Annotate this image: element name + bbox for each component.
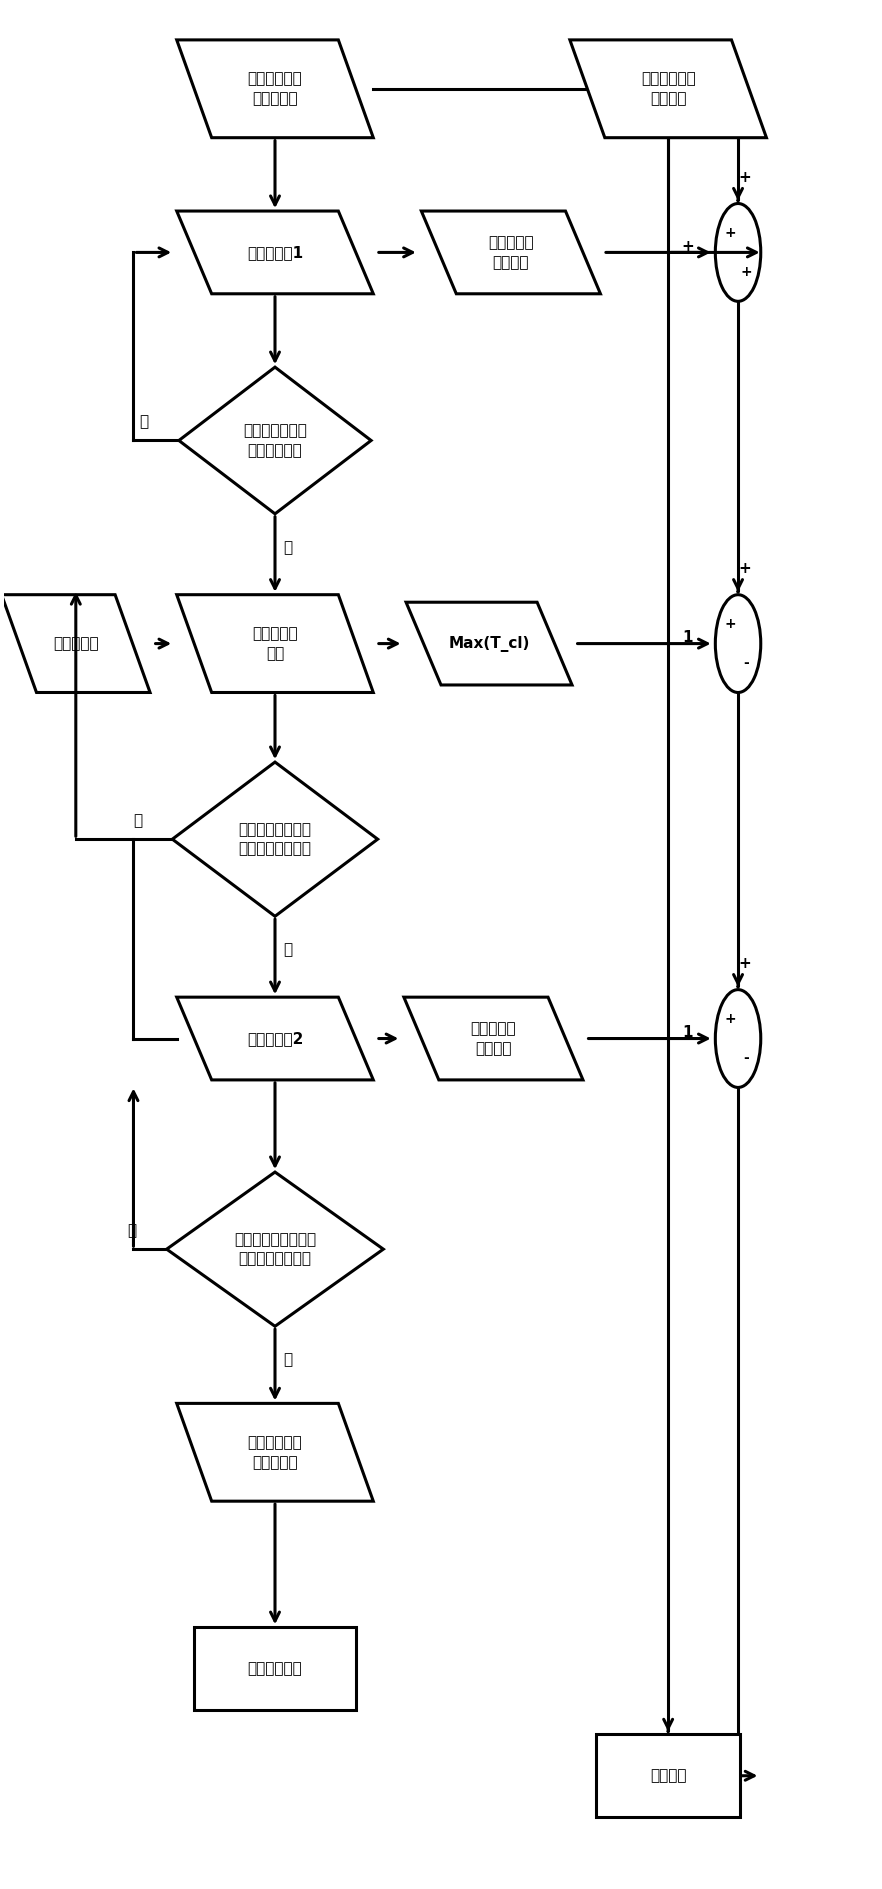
Polygon shape — [406, 603, 572, 686]
Polygon shape — [404, 997, 583, 1081]
Polygon shape — [2, 595, 150, 693]
Text: 离合器快速升
至指定压力: 离合器快速升 至指定压力 — [248, 72, 303, 106]
Text: 电机转矩: 电机转矩 — [650, 1768, 686, 1783]
Text: +: + — [724, 227, 736, 240]
Text: 离合器传递
转矩估计: 离合器传递 转矩估计 — [488, 234, 534, 270]
Text: 接合油压与临界油压
之差是否小于阈值: 接合油压与临界油压 之差是否小于阈值 — [234, 1232, 316, 1266]
Text: 加大喷油量: 加大喷油量 — [53, 637, 99, 652]
Text: -: - — [744, 1050, 749, 1065]
Text: Max(T_cl): Max(T_cl) — [448, 635, 530, 652]
Text: +: + — [738, 561, 751, 576]
Text: -: - — [744, 655, 749, 671]
Polygon shape — [176, 40, 373, 138]
Text: 否: 否 — [127, 1222, 137, 1237]
Text: +: + — [681, 240, 694, 255]
Circle shape — [715, 595, 761, 693]
Polygon shape — [570, 40, 766, 138]
Text: +: + — [740, 264, 751, 280]
Text: +: + — [724, 1013, 736, 1026]
Text: 1: 1 — [682, 1026, 692, 1041]
Text: 模糊控制器2: 模糊控制器2 — [247, 1031, 303, 1047]
Polygon shape — [167, 1171, 384, 1326]
Polygon shape — [194, 1626, 355, 1710]
Polygon shape — [176, 997, 373, 1081]
Text: 1: 1 — [682, 631, 692, 646]
Text: +: + — [738, 170, 751, 185]
Polygon shape — [176, 1404, 373, 1502]
Polygon shape — [176, 595, 373, 693]
Text: 模式切换结束: 模式切换结束 — [248, 1660, 303, 1676]
Text: 发动机与电机转速
之差是否小于阈值: 发动机与电机转速 之差是否小于阈值 — [238, 822, 311, 856]
Text: 是: 是 — [283, 943, 293, 958]
Text: +: + — [738, 956, 751, 971]
Text: 是: 是 — [283, 1353, 293, 1368]
Circle shape — [715, 204, 761, 302]
Polygon shape — [176, 212, 373, 295]
Polygon shape — [596, 1734, 740, 1817]
Polygon shape — [172, 761, 377, 916]
Text: 离合器快速升
至最大压力: 离合器快速升 至最大压力 — [248, 1436, 303, 1470]
Text: 模糊控制器1: 模糊控制器1 — [247, 246, 303, 261]
Text: 离合器传递
转矩估计: 离合器传递 转矩估计 — [471, 1022, 516, 1056]
Text: 变速器输入端
需求转矩: 变速器输入端 需求转矩 — [641, 72, 696, 106]
Text: 否: 否 — [133, 812, 142, 827]
Polygon shape — [179, 366, 371, 514]
Text: 发动机起动
调速: 发动机起动 调速 — [252, 625, 298, 661]
Text: 发动机转速是否
达到目标转速: 发动机转速是否 达到目标转速 — [243, 423, 307, 457]
Polygon shape — [422, 212, 601, 295]
Text: 是: 是 — [283, 540, 293, 555]
Text: 否: 否 — [139, 414, 148, 429]
Text: +: + — [724, 618, 736, 631]
Circle shape — [715, 990, 761, 1088]
